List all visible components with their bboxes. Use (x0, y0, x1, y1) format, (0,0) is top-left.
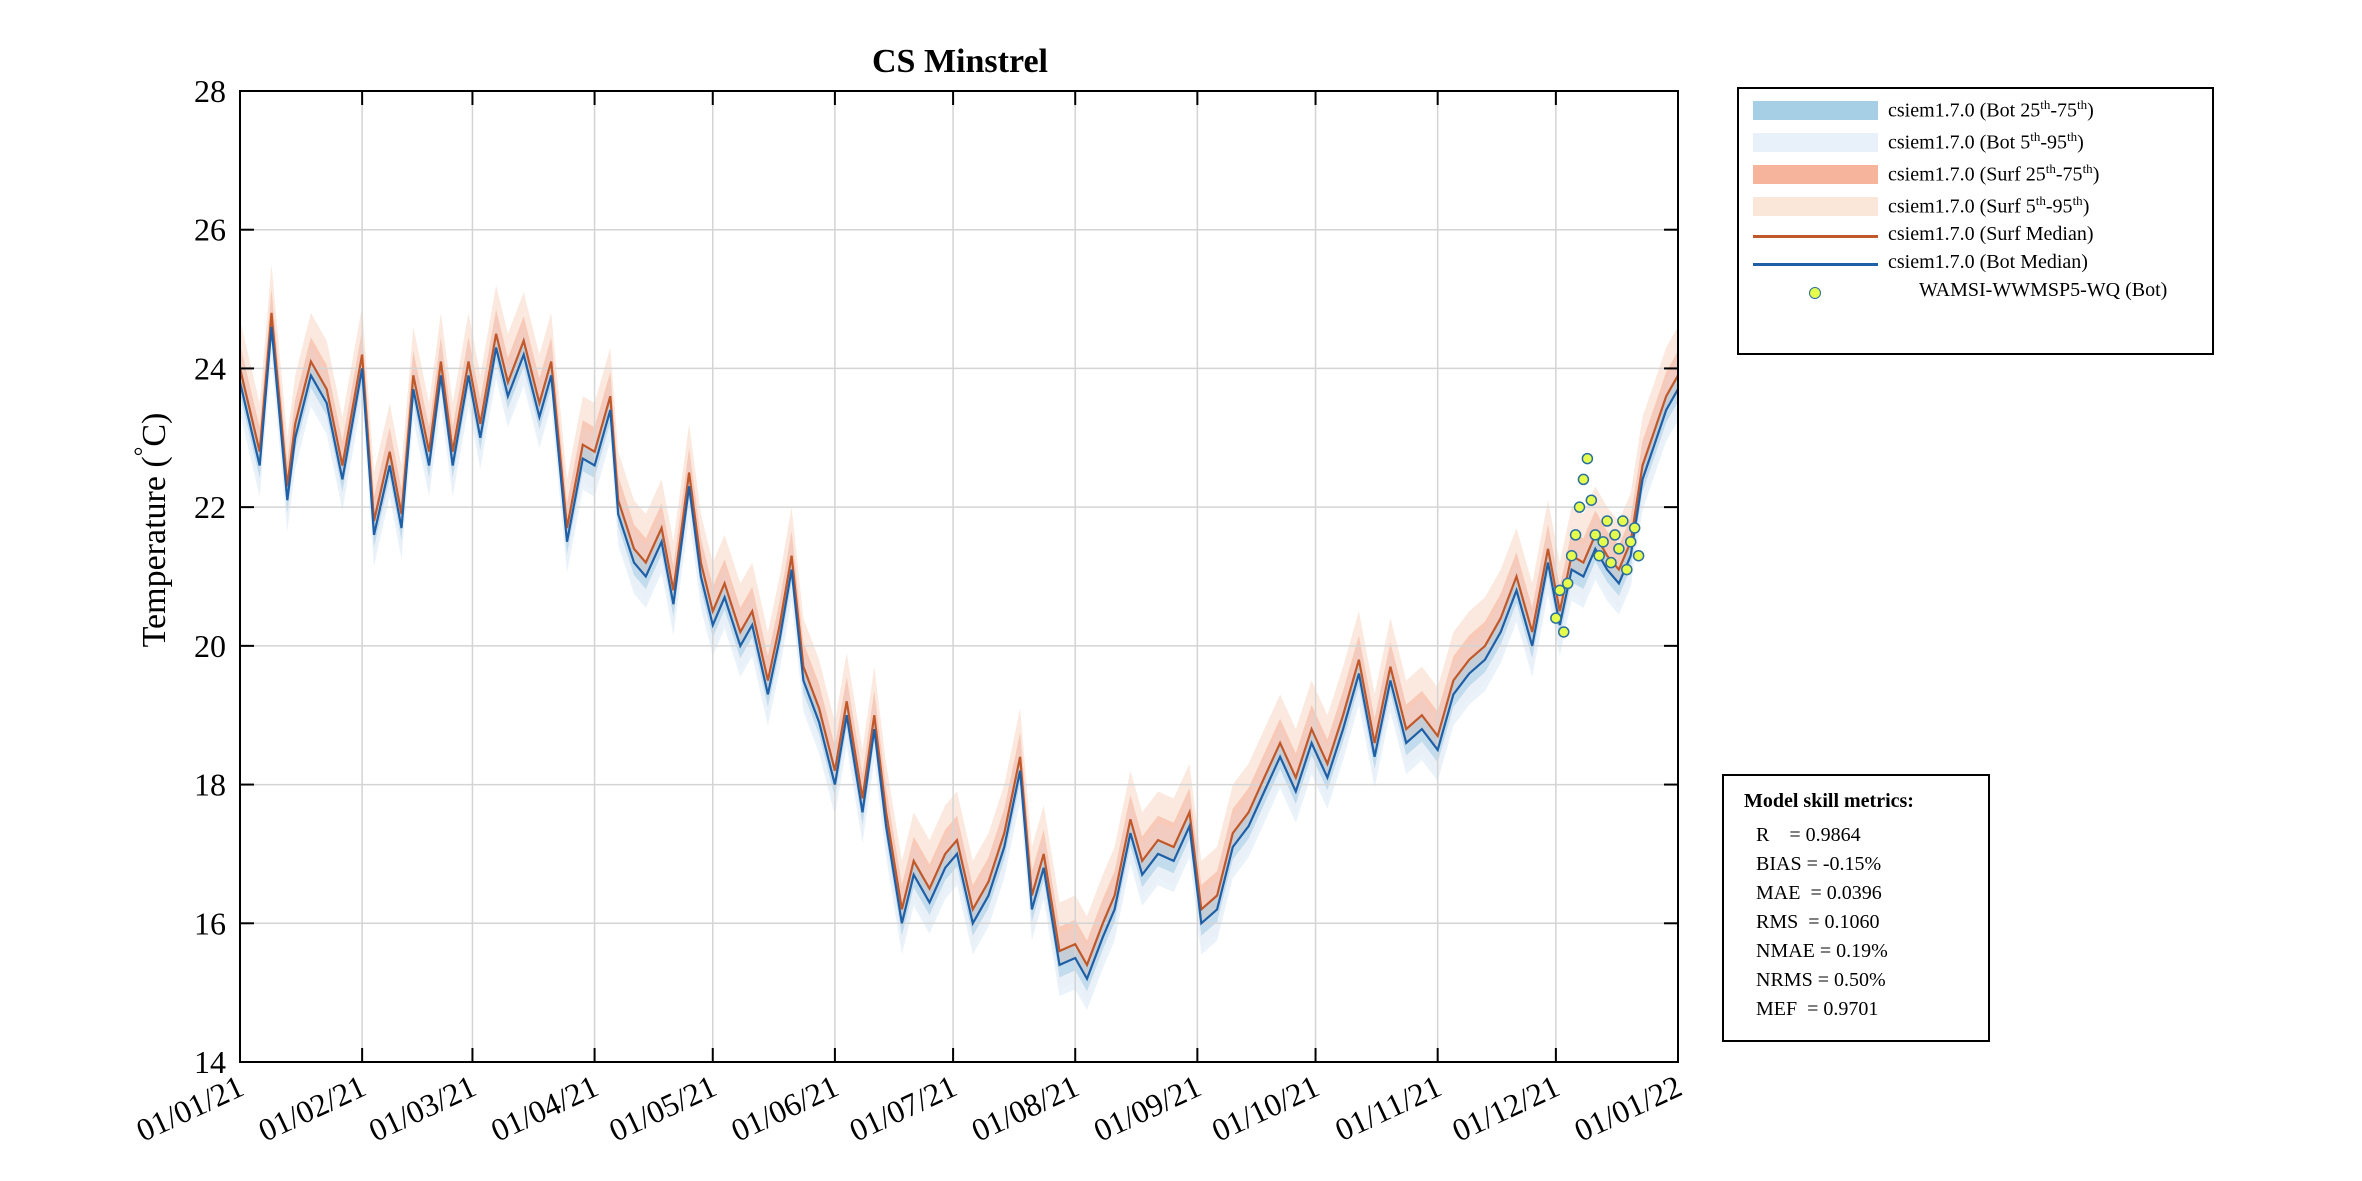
legend-item: csiem1.7.0 (Bot 25th-75th) (1739, 95, 2212, 125)
y-tick-label: 22 (194, 489, 226, 525)
legend-label: csiem1.7.0 (Bot 25th-75th) (1888, 97, 2094, 122)
y-tick-label: 20 (194, 628, 226, 664)
y-axis-tick-labels: 14 16 18 20 22 24 26 28 (194, 73, 226, 1080)
y-axis-label-degree: ° (131, 447, 157, 457)
y-tick-label: 28 (194, 73, 226, 109)
observation-point (1573, 501, 1586, 513)
y-axis-label: Temperature (°C) (131, 413, 173, 648)
x-tick-label: 01/01/21 (131, 1068, 249, 1149)
observation-point (1569, 529, 1582, 541)
observation-point (1565, 549, 1578, 562)
y-tick-label: 24 (194, 350, 226, 386)
observation-point (1593, 549, 1605, 562)
x-tick-label: 01/07/21 (844, 1068, 962, 1149)
legend-label: csiem1.7.0 (Bot 5th-95th) (1888, 129, 2084, 154)
bot-median-line (238, 326, 1679, 982)
observation-point (1554, 584, 1566, 597)
y-tick-label: 26 (194, 212, 226, 248)
metric-r: R = 0.9864 (1756, 824, 1861, 846)
legend-swatch (1809, 287, 1821, 299)
y-tick-label: 14 (194, 1044, 226, 1080)
percentile-bands (240, 264, 1678, 1011)
surf-median-line (238, 312, 1679, 968)
legend-label: csiem1.7.0 (Bot Median) (1888, 251, 2088, 273)
legend-item: csiem1.7.0 (Surf 25th-75th) (1739, 159, 2212, 189)
observation-point (1585, 494, 1598, 506)
legend-label: WAMSI-WWMSP5-WQ (Bot) (1919, 279, 2168, 301)
legend-swatch (1753, 101, 1878, 120)
observation-point (1617, 515, 1629, 527)
metric-nmae: NMAE = 0.19% (1756, 940, 1888, 962)
observation-point (1613, 543, 1625, 555)
y-tick-label: 18 (194, 767, 226, 803)
legend-item: csiem1.7.0 (Surf 5th-95th) (1739, 191, 2212, 221)
x-tick-label: 01/08/21 (966, 1068, 1084, 1149)
legend-item: csiem1.7.0 (Surf Median) (1739, 221, 2212, 251)
x-tick-label: 01/11/21 (1329, 1068, 1446, 1148)
observation-point (1621, 563, 1633, 576)
observation-point (1550, 612, 1562, 624)
observation-point (1557, 626, 1570, 638)
skill-metrics-title: Model skill metrics: (1744, 790, 1914, 812)
metric-mef: MEF = 0.9701 (1756, 998, 1879, 1020)
legend-swatch (1753, 165, 1878, 184)
legend-label: csiem1.7.0 (Surf 5th-95th) (1888, 193, 2090, 218)
grid-lines (239, 90, 1679, 1063)
observation-point (1624, 536, 1637, 548)
surf-25-75-band (240, 288, 1678, 979)
y-axis-label-text: Temperature ( (136, 456, 173, 647)
legend-item: csiem1.7.0 (Bot 5th-95th) (1739, 127, 2212, 157)
observation-point (1601, 515, 1613, 527)
legend-label: csiem1.7.0 (Surf 25th-75th) (1888, 161, 2100, 186)
observation-point (1589, 529, 1602, 541)
observation-point (1605, 556, 1617, 569)
observation-point (1577, 473, 1590, 486)
observation-point (1609, 529, 1621, 541)
bot-5-95-band (240, 295, 1678, 1011)
legend: csiem1.7.0 (Bot 25th-75th) csiem1.7.0 (Bo… (1737, 87, 2214, 355)
observation-point (1628, 522, 1641, 534)
legend-item: csiem1.7.0 (Bot Median) (1739, 249, 2212, 279)
legend-swatch (1753, 133, 1878, 152)
observation-point (1632, 549, 1645, 562)
observation-point (1581, 452, 1594, 465)
x-tick-label: 01/06/21 (726, 1068, 844, 1149)
metric-nrms: NRMS = 0.50% (1756, 969, 1886, 991)
series-lines (238, 312, 1679, 982)
x-tick-label: 01/04/21 (485, 1068, 603, 1149)
x-tick-label: 01/12/21 (1446, 1068, 1564, 1149)
x-tick-label: 01/05/21 (603, 1068, 721, 1149)
observation-point (1597, 536, 1609, 548)
legend-swatch (1753, 197, 1878, 216)
legend-label: csiem1.7.0 (Surf Median) (1888, 223, 2094, 245)
metric-rms: RMS = 0.1060 (1756, 911, 1880, 933)
x-tick-label: 01/10/21 (1206, 1068, 1324, 1149)
y-axis-label-unit: C) (136, 413, 173, 447)
skill-metrics-box: Model skill metrics: R = 0.9864 BIAS = -… (1722, 774, 1990, 1042)
x-tick-label: 01/02/21 (253, 1068, 371, 1149)
x-tick-label: 01/01/22 (1569, 1068, 1687, 1149)
y-tick-label: 16 (194, 905, 226, 941)
observation-points (1550, 452, 1645, 638)
axis-ticks (239, 90, 1679, 1063)
x-tick-label: 01/09/21 (1088, 1068, 1206, 1149)
metric-mae: MAE = 0.0396 (1756, 882, 1882, 904)
chart-title: CS Minstrel (872, 43, 1048, 80)
x-tick-label: 01/03/21 (363, 1068, 481, 1149)
legend-swatch (1753, 263, 1878, 266)
plot-frame (239, 90, 1679, 1063)
legend-swatch (1753, 235, 1878, 238)
metric-bias: BIAS = -0.15% (1756, 853, 1882, 875)
bot-25-75-band (240, 314, 1678, 992)
legend-item: WAMSI-WWMSP5-WQ (Bot) (1739, 277, 2212, 307)
observation-point (1561, 577, 1574, 590)
